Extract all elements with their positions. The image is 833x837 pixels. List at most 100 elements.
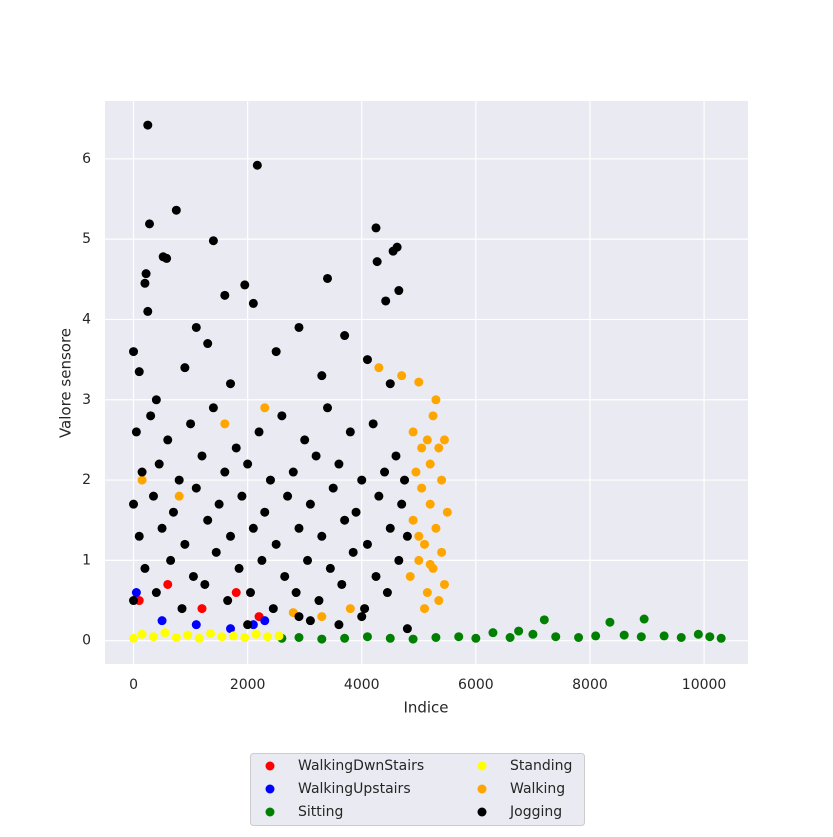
legend-marker [477, 761, 487, 771]
point [425, 499, 435, 509]
point [129, 499, 139, 509]
point [300, 435, 310, 445]
point [137, 629, 147, 639]
point [180, 539, 190, 549]
point [371, 223, 381, 233]
point [425, 459, 435, 469]
point [357, 475, 367, 485]
point [591, 631, 601, 641]
point [420, 604, 430, 614]
point [400, 475, 410, 485]
point [323, 273, 333, 283]
legend-label: WalkingDwnStairs [298, 758, 424, 774]
point [237, 491, 247, 501]
point [414, 377, 424, 387]
point [334, 459, 344, 469]
point [220, 290, 230, 300]
point [605, 617, 615, 627]
point [391, 451, 401, 461]
point [439, 579, 449, 589]
legend-marker [265, 761, 275, 771]
point [434, 596, 444, 606]
point [716, 633, 726, 643]
point [288, 467, 298, 477]
point [203, 515, 213, 525]
point [411, 467, 421, 477]
point [431, 395, 441, 405]
point [257, 555, 267, 565]
point [243, 459, 253, 469]
point [385, 523, 395, 533]
y-tick-label: 4 [82, 311, 91, 327]
point [408, 427, 418, 437]
point [129, 633, 139, 643]
point [385, 633, 395, 643]
point [388, 246, 398, 256]
point [268, 604, 278, 614]
point [381, 296, 391, 306]
point [148, 632, 158, 642]
point [226, 531, 236, 541]
point [362, 355, 372, 365]
point [371, 571, 381, 581]
point [174, 475, 184, 485]
point [676, 632, 686, 642]
point [197, 604, 207, 614]
x-tick-label: 6000 [458, 677, 494, 693]
point [374, 363, 384, 373]
point [240, 632, 250, 642]
point [360, 604, 370, 614]
point [422, 588, 432, 598]
point [340, 633, 350, 643]
point [163, 579, 173, 589]
point [220, 419, 230, 429]
point [134, 531, 144, 541]
legend-marker [265, 807, 275, 817]
point [380, 467, 390, 477]
point [129, 596, 139, 606]
point [514, 626, 524, 636]
point [234, 563, 244, 573]
point [148, 491, 158, 501]
point [220, 467, 230, 477]
point [208, 403, 218, 413]
point [528, 629, 538, 639]
point [183, 630, 193, 640]
point [454, 632, 464, 642]
point [397, 371, 407, 381]
legend [250, 753, 585, 826]
point [437, 547, 447, 557]
point [231, 588, 241, 598]
point [425, 559, 435, 569]
point [394, 286, 404, 296]
point [248, 523, 258, 533]
point [283, 491, 293, 501]
point [280, 571, 290, 581]
point [693, 629, 703, 639]
y-tick-label: 2 [82, 472, 91, 488]
legend-marker [265, 784, 275, 794]
point [362, 632, 372, 642]
point [200, 579, 210, 589]
point [274, 631, 284, 641]
point [134, 367, 144, 377]
point [317, 612, 327, 622]
point [408, 634, 418, 644]
point [294, 322, 304, 332]
x-tick-label: 2000 [230, 677, 266, 693]
point [137, 475, 147, 485]
point [294, 612, 304, 622]
point [317, 634, 327, 644]
x-tick-label: 10000 [682, 677, 727, 693]
point [166, 555, 176, 565]
x-tick-label: 8000 [572, 677, 608, 693]
point [414, 555, 424, 565]
point [385, 379, 395, 389]
point [162, 253, 172, 263]
point [422, 435, 432, 445]
point [705, 632, 715, 642]
point [191, 620, 201, 630]
point [317, 531, 327, 541]
point [408, 515, 418, 525]
